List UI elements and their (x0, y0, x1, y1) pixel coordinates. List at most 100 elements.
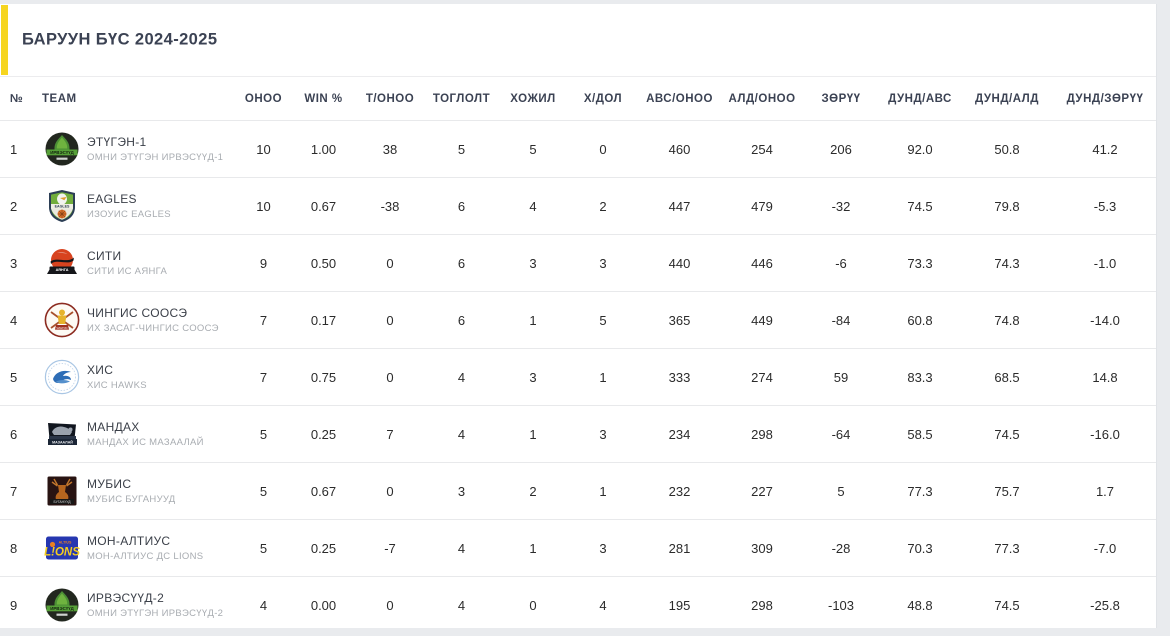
stat-cell: 4 (425, 405, 498, 463)
team-names: ЭТҮГЭН-1 ОМНИ ЭТҮГЭН ИРВЭСҮҮД-1 (87, 135, 223, 163)
team-cell[interactable]: ИРВЭСҮҮД ЭТҮГЭН-1 ОМНИ ЭТҮГЭН ИРВЭСҮҮД-1 (42, 120, 235, 178)
stat-cell: 68.5 (961, 348, 1053, 406)
team-name: ЭТҮГЭН-1 (87, 135, 147, 149)
stat-cell: 0 (355, 291, 425, 349)
stat-cell: -38 (355, 177, 425, 235)
stat-cell: 254 (721, 120, 803, 178)
rank-cell: 4 (0, 291, 42, 349)
stat-cell: 5 (235, 462, 292, 520)
stat-cell: 4 (568, 576, 638, 628)
stat-cell: 74.3 (961, 234, 1053, 292)
team-cell[interactable]: БУГАНУУД МУБИС МУБИС БУГАНУУД (42, 462, 235, 520)
rank-cell: 3 (0, 234, 42, 292)
stat-cell: 60.8 (879, 291, 961, 349)
stat-cell: 309 (721, 519, 803, 577)
stat-cell: 195 (638, 576, 721, 628)
stat-cell: 5 (235, 519, 292, 577)
svg-text:ALTIUS: ALTIUS (59, 541, 72, 545)
team-link[interactable]: ХИС ХИС HAWKS (42, 359, 235, 395)
team-cell[interactable]: ХИС ХИС HAWKS (42, 348, 235, 406)
team-logo-icon: ИРВЭСҮҮД (44, 587, 80, 623)
team-link[interactable]: ИРВЭСҮҮД ИРВЭСҮҮД-2 ОМНИ ЭТҮГЭН ИРВЭСҮҮД-2 (42, 587, 235, 623)
team-cell[interactable]: ALTIUS L!ONS МОН-АЛТИУС МОН-АЛТИУС ДС LIONS (42, 519, 235, 577)
stat-cell: -6 (803, 234, 879, 292)
stat-cell: 5 (235, 405, 292, 463)
svg-text:EAGLES: EAGLES (55, 205, 70, 209)
stat-cell: 6 (425, 177, 498, 235)
team-link[interactable]: МАЗААЛАЙ МАНДАХ МАНДАХ ИС МАЗААЛАЙ (42, 416, 235, 452)
stat-cell: 5 (425, 120, 498, 178)
table-row: 8 ALTIUS L!ONS МОН-АЛТИУС МОН-АЛТИУС ДС LION… (0, 519, 1156, 577)
rank-cell: 1 (0, 120, 42, 178)
stat-cell: 1.7 (1053, 462, 1156, 520)
table-row: 9 ИРВЭСҮҮД ИРВЭСҮҮД-2 ОМНИ ЭТҮГЭН ИРВЭСҮҮД-… (0, 576, 1156, 628)
team-name: МОН-АЛТИУС (87, 534, 171, 548)
stat-cell: 6 (425, 291, 498, 349)
standings-card: БАРУУН БҮС 2024-2025 № TEAM ОНОО WIN % Т/ОНО… (0, 4, 1157, 628)
page-title: БАРУУН БҮС 2024-2025 (22, 30, 218, 49)
stat-cell: 234 (638, 405, 721, 463)
stat-cell: 447 (638, 177, 721, 235)
stat-cell: 0.00 (292, 576, 355, 628)
team-subtitle: ОМНИ ЭТҮГЭН ИРВЭСҮҮД-1 (87, 152, 224, 163)
team-link[interactable]: АЯНГА СИТИ СИТИ ИС АЯНГА (42, 245, 235, 281)
rank-cell: 6 (0, 405, 42, 463)
team-cell[interactable]: МАЗААЛАЙ МАНДАХ МАНДАХ ИС МАЗААЛАЙ (42, 405, 235, 463)
stat-cell: 10 (235, 177, 292, 235)
stat-cell: 48.8 (879, 576, 961, 628)
table-row: 4 ЧИНГИС ЧИНГИС СООСЭ ИХ ЗАСАГ-ЧИНГИС СООСЭ… (0, 291, 1156, 349)
team-logo-icon: МАЗААЛАЙ (44, 416, 80, 452)
team-logo-icon: ИРВЭСҮҮД (44, 131, 80, 167)
stat-cell: 298 (721, 576, 803, 628)
stat-cell: 14.8 (1053, 348, 1156, 406)
stat-cell: -1.0 (1053, 234, 1156, 292)
stat-cell: 0.25 (292, 519, 355, 577)
stat-cell: -28 (803, 519, 879, 577)
team-link[interactable]: БУГАНУУД МУБИС МУБИС БУГАНУУД (42, 473, 235, 509)
stat-cell: 333 (638, 348, 721, 406)
rank-cell: 5 (0, 348, 42, 406)
team-name: МАНДАХ (87, 420, 140, 434)
team-cell[interactable]: ИРВЭСҮҮД ИРВЭСҮҮД-2 ОМНИ ЭТҮГЭН ИРВЭСҮҮД-2 (42, 576, 235, 628)
team-link[interactable]: EAGLES EAGLES ИЗОУИС EAGLES (42, 188, 235, 224)
stat-cell: 7 (235, 291, 292, 349)
team-link[interactable]: ИРВЭСҮҮД ЭТҮГЭН-1 ОМНИ ЭТҮГЭН ИРВЭСҮҮД-1 (42, 131, 235, 167)
team-subtitle: СИТИ ИС АЯНГА (87, 266, 168, 277)
stat-cell: 440 (638, 234, 721, 292)
team-names: МУБИС МУБИС БУГАНУУД (87, 477, 176, 505)
team-name: МУБИС (87, 477, 132, 491)
team-names: ЧИНГИС СООСЭ ИХ ЗАСАГ-ЧИНГИС СООСЭ (87, 306, 219, 334)
team-logo-icon: АЯНГА (44, 245, 80, 281)
stat-cell: 281 (638, 519, 721, 577)
stat-cell: 74.5 (961, 405, 1053, 463)
team-names: ИРВЭСҮҮД-2 ОМНИ ЭТҮГЭН ИРВЭСҮҮД-2 (87, 591, 223, 619)
rank-cell: 8 (0, 519, 42, 577)
column-header-0: № (0, 76, 42, 121)
team-link[interactable]: ALTIUS L!ONS МОН-АЛТИУС МОН-АЛТИУС ДС LIONS (42, 530, 235, 566)
team-cell[interactable]: ЧИНГИС ЧИНГИС СООСЭ ИХ ЗАСАГ-ЧИНГИС СООСЭ (42, 291, 235, 349)
stat-cell: 10 (235, 120, 292, 178)
stat-cell: 4 (498, 177, 568, 235)
team-link[interactable]: ЧИНГИС ЧИНГИС СООСЭ ИХ ЗАСАГ-ЧИНГИС СООСЭ (42, 302, 235, 338)
stat-cell: 0 (568, 120, 638, 178)
stat-cell: 0.67 (292, 177, 355, 235)
column-header-13: ДУНД/ЗӨРҮҮ (1053, 76, 1156, 121)
stat-cell: 75.7 (961, 462, 1053, 520)
stat-cell: 3 (498, 234, 568, 292)
team-names: СИТИ СИТИ ИС АЯНГА (87, 249, 167, 277)
stat-cell: 9 (235, 234, 292, 292)
stat-cell: 4 (425, 348, 498, 406)
team-subtitle: МОН-АЛТИУС ДС LIONS (87, 551, 204, 562)
column-header-9: АЛД/ОНОО (721, 76, 803, 121)
stat-cell: 0 (355, 234, 425, 292)
stat-cell: -84 (803, 291, 879, 349)
team-subtitle: ИХ ЗАСАГ-ЧИНГИС СООСЭ (87, 323, 219, 334)
team-logo-icon: ЧИНГИС (44, 302, 80, 338)
stat-cell: 0.75 (292, 348, 355, 406)
stat-cell: 5 (803, 462, 879, 520)
stat-cell: 1 (498, 291, 568, 349)
table-row: 1 ИРВЭСҮҮД ЭТҮГЭН-1 ОМНИ ЭТҮГЭН ИРВЭСҮҮД-1 1… (0, 120, 1156, 178)
column-header-6: ХОЖИЛ (498, 76, 568, 121)
team-cell[interactable]: EAGLES EAGLES ИЗОУИС EAGLES (42, 177, 235, 235)
team-cell[interactable]: АЯНГА СИТИ СИТИ ИС АЯНГА (42, 234, 235, 292)
